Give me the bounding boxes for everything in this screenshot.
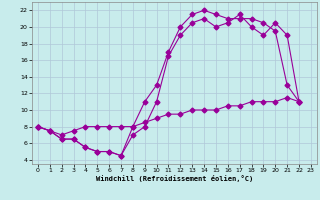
X-axis label: Windchill (Refroidissement éolien,°C): Windchill (Refroidissement éolien,°C) (96, 175, 253, 182)
